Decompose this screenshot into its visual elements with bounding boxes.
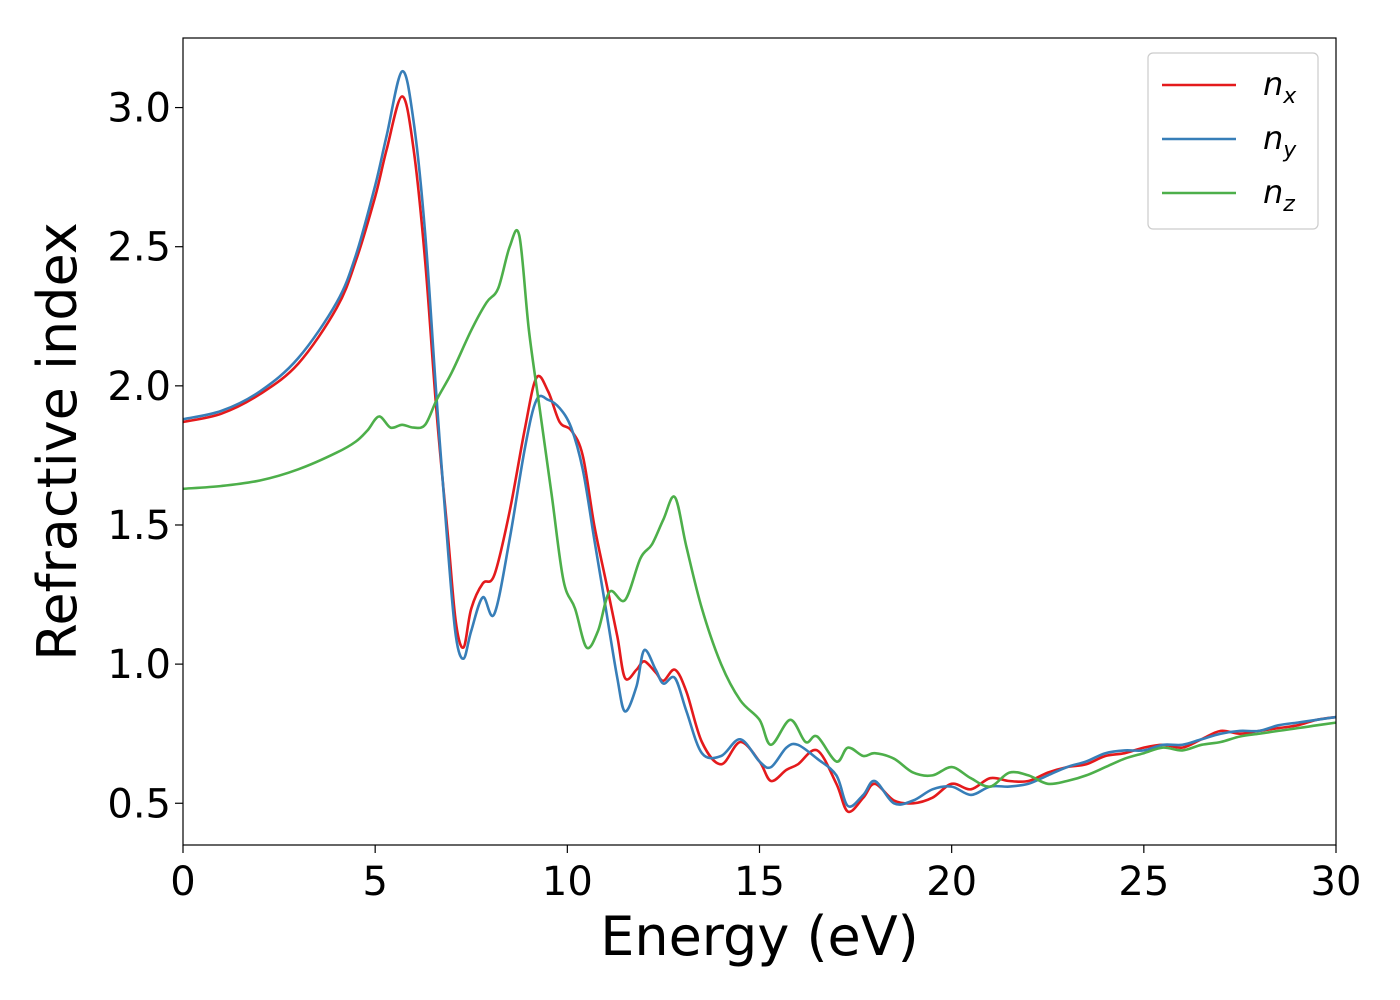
legend-box (1147, 52, 1319, 230)
y-tick-label: 3.0 (107, 86, 171, 132)
x-axis-ticks: 0 5 10 15 20 25 30 (170, 845, 1361, 905)
x-tick-label: 20 (926, 859, 977, 905)
x-tick-label: 0 (170, 859, 195, 905)
x-tick-label: 15 (734, 859, 785, 905)
y-tick-label: 1.5 (107, 503, 171, 549)
y-tick-label: 0.5 (107, 781, 171, 827)
legend-label-y: ny (1263, 119, 1297, 163)
series-line-z (183, 228, 1336, 788)
x-tick-label: 25 (1118, 859, 1169, 905)
series-layer (183, 70, 1336, 814)
y-tick-label: 2.5 (107, 225, 171, 271)
legend-label-x: nx (1263, 65, 1297, 109)
x-tick-label: 30 (1311, 859, 1362, 905)
y-tick-label: 1.0 (107, 642, 171, 688)
x-tick-label: 10 (542, 859, 593, 905)
y-axis-ticks: 0.5 1.0 1.5 2.0 2.5 3.0 (107, 86, 183, 827)
legend: nx ny nz (1147, 52, 1319, 230)
y-axis-label: Refractive index (26, 222, 89, 661)
y-tick-label: 2.0 (107, 364, 171, 410)
x-axis-label: Energy (eV) (600, 905, 919, 968)
x-tick-label: 5 (362, 859, 387, 905)
legend-label-z: nz (1263, 173, 1295, 217)
